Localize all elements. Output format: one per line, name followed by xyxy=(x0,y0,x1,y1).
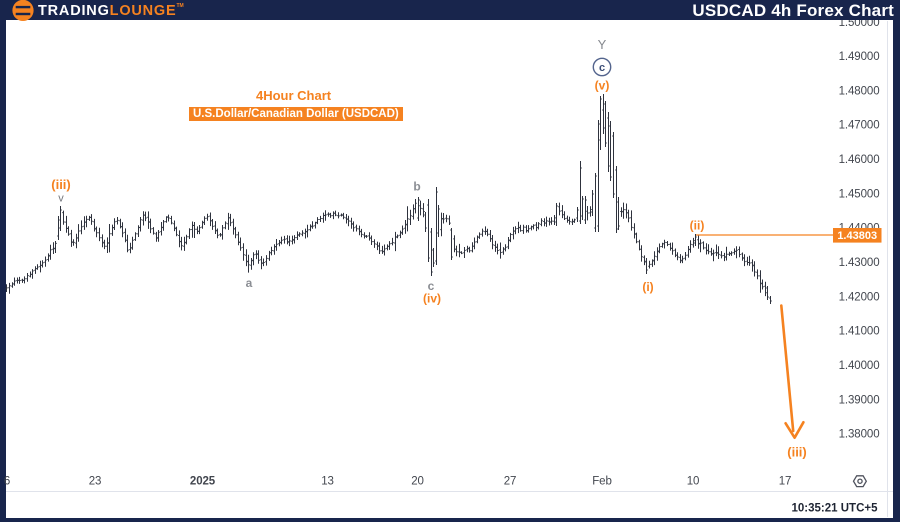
svg-text:1.45000: 1.45000 xyxy=(839,188,880,200)
svg-text:20: 20 xyxy=(411,476,424,488)
svg-text:23: 23 xyxy=(89,476,102,488)
svg-text:10: 10 xyxy=(687,476,700,488)
svg-text:2025: 2025 xyxy=(190,476,216,488)
svg-text:1.47000: 1.47000 xyxy=(839,120,880,132)
svg-text:1.43803: 1.43803 xyxy=(837,230,877,242)
svg-text:1.40000: 1.40000 xyxy=(839,360,880,372)
svg-text:(iii): (iii) xyxy=(51,177,71,192)
svg-text:1.48000: 1.48000 xyxy=(839,85,880,97)
svg-text:1.41000: 1.41000 xyxy=(839,326,880,338)
svg-text:a: a xyxy=(246,276,253,290)
svg-text:(iii): (iii) xyxy=(787,445,807,460)
svg-text:c: c xyxy=(428,279,435,293)
svg-text:(v): (v) xyxy=(595,79,610,93)
svg-text:13: 13 xyxy=(321,476,334,488)
svg-text:b: b xyxy=(413,180,420,194)
svg-text:1.42000: 1.42000 xyxy=(839,291,880,303)
svg-text:27: 27 xyxy=(504,476,517,488)
svg-text:1.49000: 1.49000 xyxy=(839,51,880,63)
svg-text:Y: Y xyxy=(598,37,607,52)
svg-text:1.39000: 1.39000 xyxy=(839,394,880,406)
svg-text:6: 6 xyxy=(4,476,10,488)
svg-text:17: 17 xyxy=(779,476,792,488)
svg-text:1.46000: 1.46000 xyxy=(839,154,880,166)
svg-text:(i): (i) xyxy=(642,280,653,294)
svg-text:1.43000: 1.43000 xyxy=(839,257,880,269)
svg-text:v: v xyxy=(58,193,64,205)
svg-text:c: c xyxy=(599,62,605,74)
svg-text:Feb: Feb xyxy=(592,476,612,488)
svg-text:(iv): (iv) xyxy=(423,292,441,306)
svg-text:(ii): (ii) xyxy=(690,219,705,233)
svg-text:1.38000: 1.38000 xyxy=(839,429,880,441)
svg-text:10:35:21 UTC+5: 10:35:21 UTC+5 xyxy=(792,503,879,515)
